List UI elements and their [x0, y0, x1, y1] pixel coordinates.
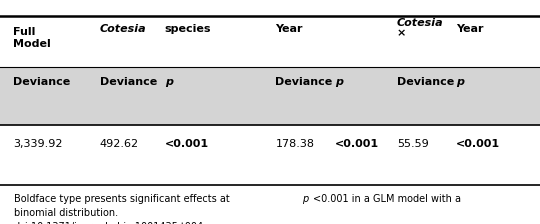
- Text: Full
Model: Full Model: [14, 27, 51, 49]
- Text: Year: Year: [275, 24, 303, 34]
- Text: Cotesia: Cotesia: [100, 24, 146, 34]
- Text: p: p: [165, 77, 173, 87]
- Text: <0.001: <0.001: [165, 140, 209, 149]
- Text: 492.62: 492.62: [100, 140, 139, 149]
- Text: <0.001: <0.001: [335, 140, 379, 149]
- Text: binomial distribution.: binomial distribution.: [14, 208, 118, 218]
- Text: <0.001 in a GLM model with a: <0.001 in a GLM model with a: [313, 194, 461, 204]
- Text: p: p: [456, 77, 464, 87]
- Text: 3,339.92: 3,339.92: [14, 140, 63, 149]
- Text: 55.59: 55.59: [397, 140, 429, 149]
- Text: Deviance: Deviance: [14, 77, 71, 87]
- Bar: [0, 67, 540, 125]
- Text: Year: Year: [456, 24, 484, 34]
- Text: 178.38: 178.38: [275, 140, 314, 149]
- Text: Boldface type presents significant effects at: Boldface type presents significant effec…: [14, 194, 232, 204]
- Text: p: p: [335, 77, 343, 87]
- Text: species: species: [165, 24, 211, 34]
- Text: ×: ×: [397, 28, 406, 38]
- Text: Cotesia: Cotesia: [397, 18, 443, 28]
- Text: p: p: [302, 194, 309, 204]
- Text: doi:10.1371/journal.pbio.1001435.t004: doi:10.1371/journal.pbio.1001435.t004: [14, 222, 204, 224]
- Text: Deviance: Deviance: [397, 77, 454, 87]
- Text: <0.001: <0.001: [456, 140, 501, 149]
- Text: Deviance: Deviance: [100, 77, 157, 87]
- Text: Deviance: Deviance: [275, 77, 333, 87]
